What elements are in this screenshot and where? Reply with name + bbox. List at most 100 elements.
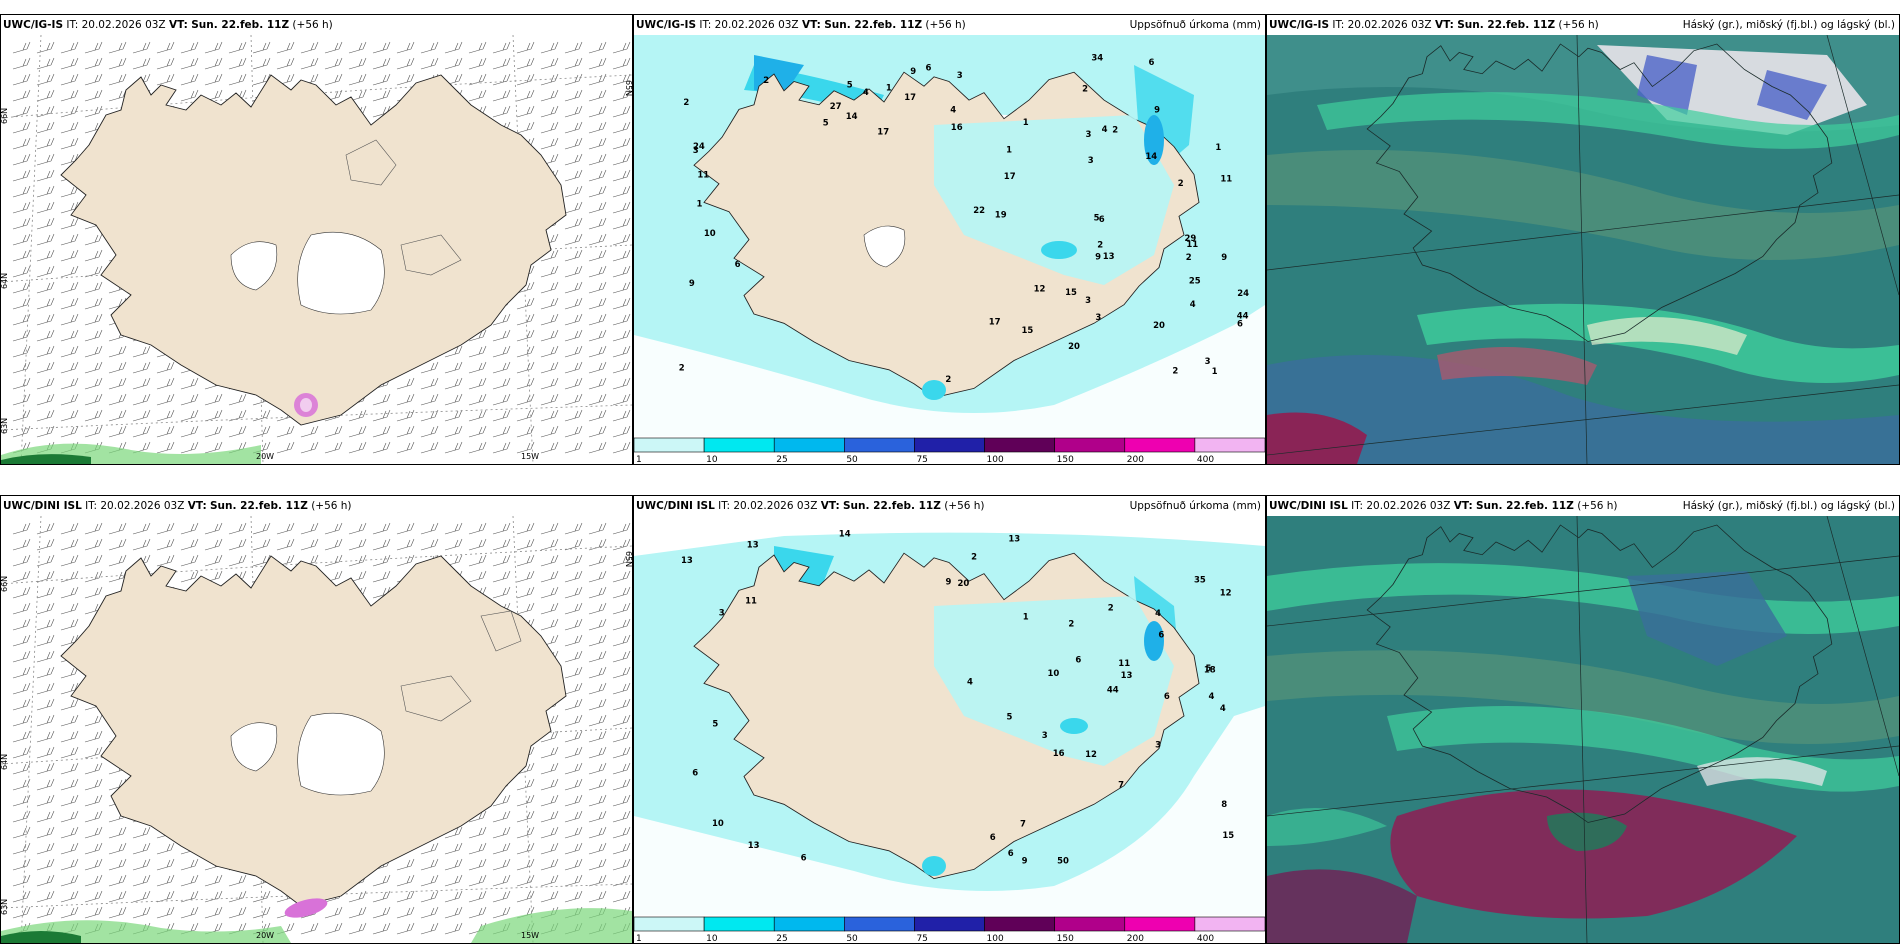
wind-barb: [300, 522, 319, 535]
panel-top-precip: UWC/IG-IS IT: 20.02.2026 03Z VT: Sun. 22…: [633, 14, 1266, 465]
it-value: 20.02.2026 03Z: [733, 500, 818, 512]
wind-barb: [468, 522, 487, 535]
wind-map: 66N 64N 63N 20W 15W 65N: [1, 516, 632, 943]
wind-barb: [612, 281, 631, 294]
wind-barb: [36, 602, 55, 615]
wind-barb: [612, 377, 631, 390]
wind-barb: [36, 329, 55, 342]
precip-value: 13: [1103, 252, 1115, 262]
wind-barb: [348, 554, 367, 567]
colorbar-tick: 150: [1057, 455, 1074, 464]
wind-barb: [588, 329, 607, 342]
wind-barb: [612, 217, 631, 230]
precip-value: 6: [1149, 58, 1155, 68]
wind-barb: [300, 57, 319, 70]
wind-barb: [252, 906, 271, 919]
precip-value: 3: [1095, 313, 1101, 323]
wind-barb: [12, 89, 31, 102]
lon-label-20: 20W: [256, 931, 274, 940]
wind-barb: [492, 345, 511, 358]
wind-barb: [180, 73, 199, 86]
wind-barb: [612, 538, 631, 551]
wind-barb: [60, 634, 79, 647]
wind-barb: [612, 698, 631, 711]
wind-barb: [444, 41, 463, 54]
wind-barb: [60, 778, 79, 791]
wind-barb: [60, 393, 79, 406]
wind-barb: [516, 890, 535, 903]
wind-barb: [84, 762, 103, 775]
wind-barb: [60, 329, 79, 342]
wind-barb: [180, 41, 199, 54]
wind-barb: [372, 922, 391, 935]
wind-barb: [204, 874, 223, 887]
colorbar-tick: 200: [1127, 934, 1144, 943]
wind-barb: [60, 313, 79, 326]
wind-barb: [12, 233, 31, 246]
wind-barb: [132, 361, 151, 374]
wind-barb: [396, 522, 415, 535]
it-label: IT:: [1332, 19, 1345, 31]
wind-barb: [228, 41, 247, 54]
wind-barb: [588, 666, 607, 679]
colorbar-swatch: [1054, 916, 1126, 932]
precip-value: 3: [1042, 731, 1048, 741]
wind-barb: [60, 554, 79, 567]
wind-barb: [84, 89, 103, 102]
wind-barb: [564, 233, 583, 246]
wind-barb: [420, 361, 439, 374]
wind-barb: [84, 794, 103, 807]
colorbar-swatch: [914, 916, 985, 932]
model-name: UWC/DINI ISL: [1269, 500, 1348, 512]
it-value: 20.02.2026 03Z: [100, 500, 185, 512]
wind-barb: [612, 313, 631, 326]
wind-barb: [540, 121, 559, 134]
wind-barb: [36, 634, 55, 647]
wind-barb: [588, 297, 607, 310]
wind-barb: [132, 57, 151, 70]
wind-barb: [564, 762, 583, 775]
precip-value: 4: [950, 106, 956, 116]
wind-barb: [564, 121, 583, 134]
cloud-map: [1267, 516, 1899, 943]
wind-barb: [612, 361, 631, 374]
wind-barb: [84, 377, 103, 390]
wind-barb: [396, 441, 415, 454]
wind-barb: [36, 137, 55, 150]
wind-barb: [204, 554, 223, 567]
colorbar-tick: 100: [987, 455, 1004, 464]
wind-barb: [540, 57, 559, 70]
wind-barb: [180, 890, 199, 903]
precip-map: 3 3 3 6 8 10 10 20 14 13 6 11 16 50 13 5 6 11 13 13 44 4 6 2 13 3…: [634, 516, 1265, 915]
wind-barb: [492, 842, 511, 855]
wind-barb: [588, 41, 607, 54]
wind-barb: [228, 554, 247, 567]
wind-barb: [36, 169, 55, 182]
wind-barb: [492, 858, 511, 871]
wind-barb: [420, 425, 439, 438]
wind-barb: [540, 746, 559, 759]
wind-barb: [12, 217, 31, 230]
wind-barb: [612, 842, 631, 855]
vt-value: Sun. 22.feb. 11Z: [191, 19, 290, 31]
colorbar-tick: 75: [916, 455, 927, 464]
wind-barb: [252, 41, 271, 54]
precip-value: 25: [1189, 276, 1201, 286]
lead-time: (+56 h): [292, 19, 333, 31]
wind-barb: [60, 361, 79, 374]
precip-value: 9: [689, 279, 695, 289]
wind-barb: [444, 538, 463, 551]
wind-barb: [540, 425, 559, 438]
wind-barb: [396, 393, 415, 406]
wind-barb: [60, 874, 79, 887]
wind-barb: [396, 922, 415, 935]
wind-barb: [540, 361, 559, 374]
wind-barb: [444, 826, 463, 839]
colorbar-tick: 400: [1197, 934, 1214, 943]
wind-barb: [324, 522, 343, 535]
precip-values: 2216159446655517341431125131932122417443…: [679, 54, 1249, 386]
wind-barb: [60, 233, 79, 246]
wind-barb: [132, 906, 151, 919]
wind-barb: [612, 762, 631, 775]
wind-barb: [420, 538, 439, 551]
